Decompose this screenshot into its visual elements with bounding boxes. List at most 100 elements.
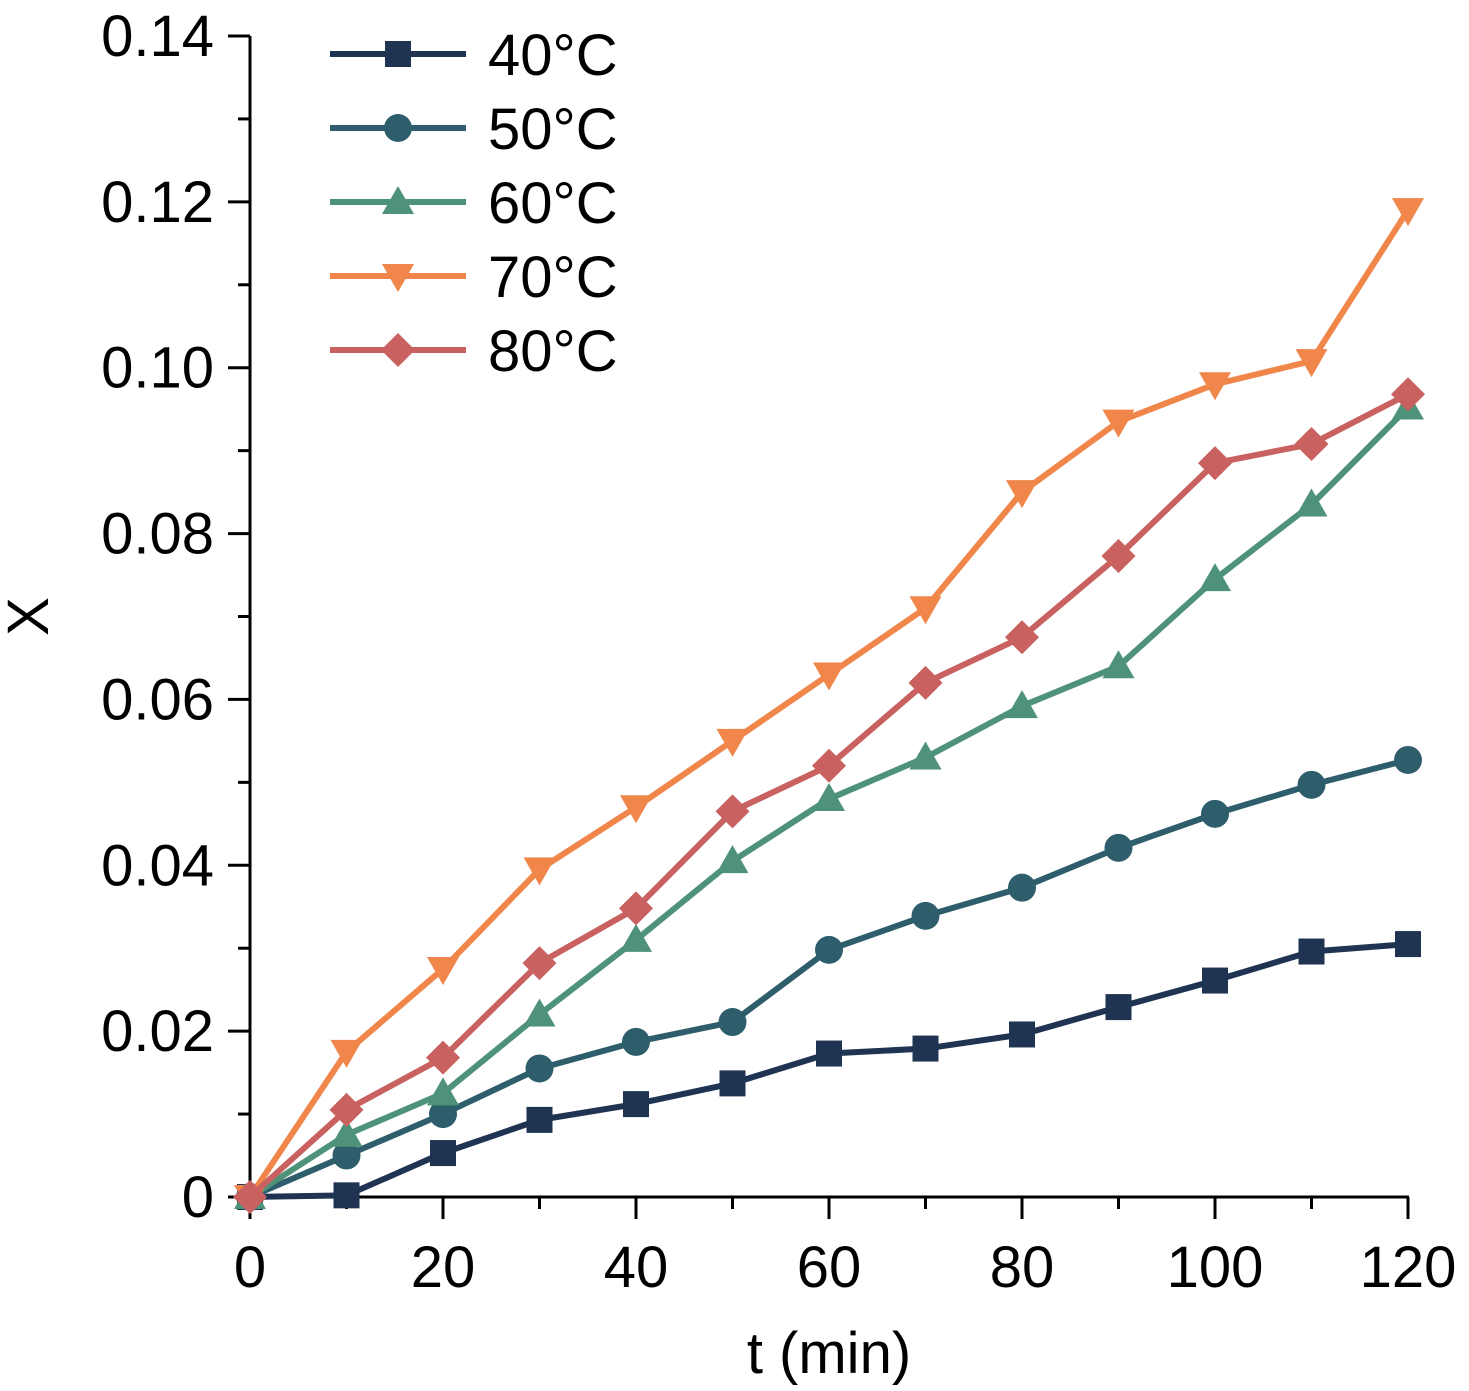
legend-item: 50°C	[330, 97, 618, 162]
data-point-marker	[385, 41, 411, 67]
data-point-marker	[430, 1140, 456, 1167]
y-tick-label: 0.02	[101, 999, 214, 1064]
x-tick-label: 80	[990, 1235, 1055, 1300]
legend-item: 80°C	[330, 319, 618, 384]
data-point-marker	[1005, 620, 1039, 655]
data-point-marker	[718, 1008, 747, 1037]
data-point-marker	[813, 782, 845, 811]
legend: 40°C 50°C 60°C 70°C 80°C	[330, 23, 618, 384]
data-point-marker	[813, 662, 845, 691]
y-tick-label: 0.14	[101, 4, 214, 69]
data-point-marker	[622, 1027, 650, 1056]
data-point-marker	[1101, 538, 1136, 573]
data-point-marker	[382, 186, 414, 214]
data-point-marker	[427, 1077, 459, 1106]
data-point-marker	[908, 665, 943, 700]
data-point-marker	[523, 998, 556, 1027]
data-point-marker	[1392, 198, 1424, 227]
legend-label: 50°C	[488, 97, 618, 162]
data-point-marker	[619, 891, 653, 926]
data-point-marker	[1102, 650, 1135, 679]
x-axis-title: t (min)	[747, 1321, 911, 1386]
data-point-marker	[1294, 427, 1329, 462]
data-point-marker	[523, 857, 556, 886]
data-point-marker	[381, 333, 415, 367]
x-tick-label: 40	[604, 1235, 669, 1300]
y-tick-label: 0	[182, 1165, 214, 1230]
series-80°C	[233, 377, 1425, 1214]
axes: 0 0.02 0.04 0.06 0.08 0.10 0.12 0.14 0 20 40 60 80 10…	[101, 4, 1456, 1300]
data-point-marker	[716, 728, 749, 757]
data-point-marker	[1295, 349, 1328, 378]
data-point-marker	[525, 1054, 554, 1083]
legend-item: 70°C	[330, 245, 618, 310]
series-50°C	[236, 745, 1422, 1211]
y-tick-label: 0.12	[101, 170, 214, 235]
data-point-marker	[715, 794, 750, 829]
data-point-marker	[719, 1070, 746, 1097]
data-point-marker	[332, 1141, 361, 1170]
data-point-marker	[623, 1091, 649, 1118]
y-tick-label: 0.04	[101, 833, 214, 898]
data-point-marker	[426, 1040, 460, 1075]
data-point-marker	[1198, 446, 1232, 481]
data-point-marker	[427, 956, 459, 985]
legend-item: 40°C	[330, 23, 618, 88]
data-point-marker	[909, 596, 942, 625]
data-point-marker	[233, 1180, 267, 1214]
data-point-marker	[330, 1039, 363, 1068]
data-point-marker	[384, 114, 412, 142]
data-point-marker	[526, 1106, 553, 1133]
legend-label: 70°C	[488, 245, 618, 310]
data-point-marker	[1199, 372, 1231, 401]
data-point-marker	[1006, 480, 1038, 509]
series-40°C	[237, 931, 1421, 1210]
y-tick-label: 0.08	[101, 502, 214, 567]
data-point-marker	[429, 1100, 457, 1129]
data-point-marker	[333, 1182, 360, 1209]
x-tick-label: 20	[411, 1235, 476, 1300]
data-point-marker	[716, 845, 749, 874]
data-point-marker	[382, 264, 414, 292]
x-tick-label: 0	[234, 1235, 266, 1300]
data-point-marker	[1394, 745, 1422, 774]
data-point-marker	[1104, 833, 1133, 862]
legend-label: 60°C	[488, 171, 618, 236]
y-tick-label: 0.06	[101, 667, 214, 732]
series-60°C	[234, 391, 1424, 1209]
data-point-marker	[1009, 1021, 1035, 1048]
data-point-marker	[1199, 563, 1231, 592]
data-point-marker	[1391, 377, 1425, 412]
data-point-marker	[909, 741, 942, 770]
legend-label: 40°C	[488, 23, 618, 88]
data-point-marker	[1006, 690, 1038, 719]
data-point-marker	[1297, 770, 1326, 799]
data-point-marker	[330, 1118, 363, 1147]
data-point-marker	[1105, 994, 1132, 1021]
data-point-marker	[815, 935, 843, 964]
x-tick-label: 120	[1360, 1235, 1457, 1300]
data-point-marker	[912, 1035, 939, 1062]
data-point-marker	[1102, 409, 1135, 438]
legend-label: 80°C	[488, 319, 618, 384]
data-point-marker	[1201, 799, 1229, 828]
data-point-marker	[911, 901, 940, 930]
x-tick-label: 60	[797, 1235, 862, 1300]
legend-item: 60°C	[330, 171, 618, 236]
series-line	[248, 757, 1409, 1200]
data-point-marker	[1395, 931, 1421, 958]
data-point-marker	[816, 1040, 842, 1067]
data-point-marker	[1295, 488, 1328, 517]
data-point-marker	[620, 795, 652, 824]
data-point-marker	[812, 748, 846, 783]
x-tick-label: 100	[1167, 1235, 1264, 1300]
data-point-marker	[1202, 967, 1228, 994]
data-point-marker	[620, 923, 652, 952]
data-point-marker	[1008, 873, 1036, 902]
data-point-marker	[522, 946, 557, 981]
data-point-marker	[1298, 938, 1325, 965]
y-axis-title: X	[0, 597, 61, 636]
y-tick-label: 0.10	[101, 336, 214, 401]
